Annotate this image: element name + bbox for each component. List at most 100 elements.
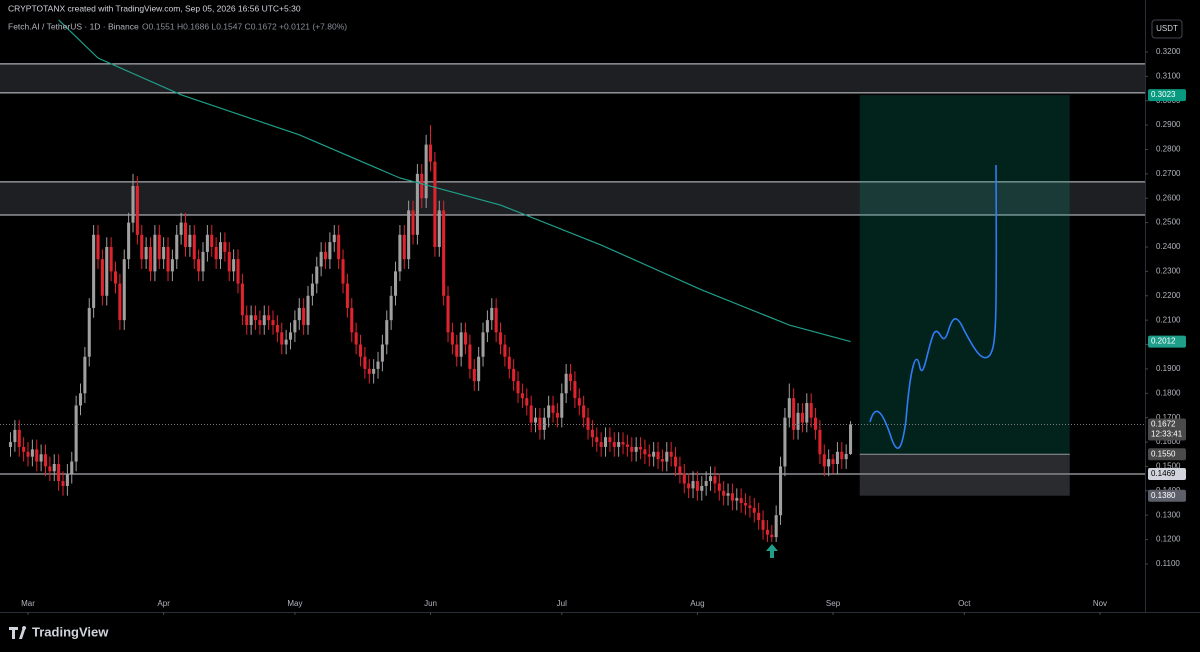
y-tick-label: 0.1300 bbox=[1156, 510, 1181, 519]
candle-body bbox=[481, 332, 485, 357]
price-tag-label: 0.3023 bbox=[1151, 90, 1176, 99]
candle-body bbox=[61, 481, 65, 486]
candle-body bbox=[450, 332, 454, 345]
price-tag bbox=[1148, 89, 1186, 102]
candle-body bbox=[586, 417, 590, 430]
candle-body bbox=[315, 266, 319, 284]
candle-body bbox=[468, 344, 472, 369]
candle-body bbox=[612, 442, 616, 447]
x-tick-label: Nov bbox=[1093, 599, 1107, 608]
candle-body bbox=[463, 332, 468, 345]
y-tick-label: 0.2900 bbox=[1156, 120, 1181, 129]
candle-body bbox=[284, 339, 288, 345]
candle-body bbox=[385, 320, 389, 345]
candle-body bbox=[376, 361, 380, 369]
candle-body bbox=[218, 242, 223, 260]
candle-body bbox=[170, 259, 174, 272]
candle-body bbox=[761, 520, 765, 530]
candle-body bbox=[730, 493, 734, 501]
candle-body bbox=[765, 529, 769, 535]
candle-body bbox=[595, 437, 599, 443]
candle-body bbox=[48, 466, 52, 472]
candle-body bbox=[153, 234, 157, 272]
y-unit: USDT bbox=[1156, 24, 1178, 33]
candle-body bbox=[223, 242, 227, 252]
candle-body bbox=[582, 405, 586, 418]
y-tick-label: 0.2800 bbox=[1156, 145, 1181, 154]
candle-body bbox=[455, 344, 459, 357]
candle-body bbox=[722, 490, 726, 496]
candle-body bbox=[814, 417, 818, 430]
x-tick-label: Mar bbox=[21, 599, 35, 608]
candle-body bbox=[22, 446, 26, 452]
candle-body bbox=[634, 446, 638, 452]
candle-body bbox=[542, 417, 546, 430]
candle-body bbox=[8, 442, 13, 447]
candle-body bbox=[140, 234, 144, 260]
candle-body bbox=[380, 344, 384, 362]
stop-zone bbox=[859, 454, 1070, 496]
candle-body bbox=[258, 320, 262, 326]
price-tag-label: 0.1550 bbox=[1151, 449, 1176, 458]
y-tick-label: 0.1100 bbox=[1156, 559, 1180, 568]
countdown: 12:33:41 bbox=[1151, 430, 1183, 439]
y-tick-label: 0.1800 bbox=[1156, 388, 1181, 397]
candle-body bbox=[682, 473, 686, 484]
y-tick-label: 0.2600 bbox=[1156, 193, 1181, 202]
price-tag-label: 0.1672 bbox=[1151, 420, 1176, 429]
unit-box[interactable] bbox=[1151, 19, 1183, 39]
candle-body bbox=[197, 259, 201, 272]
brand-logo: TradingView bbox=[9, 624, 109, 639]
candle-body bbox=[13, 429, 17, 443]
candle-body bbox=[687, 483, 691, 489]
zone bbox=[0, 63, 1145, 93]
candle-body bbox=[135, 186, 139, 235]
credit: CRYPTOTANX created with TradingView.com,… bbox=[8, 3, 301, 13]
candle-body bbox=[280, 332, 284, 345]
candle-body bbox=[297, 307, 301, 321]
candle-body bbox=[512, 368, 516, 382]
candle-body bbox=[323, 251, 328, 260]
candle-body bbox=[800, 412, 804, 423]
y-tick-label: 0.2500 bbox=[1156, 218, 1181, 227]
candle-body bbox=[52, 463, 56, 472]
y-tick-label: 0.1200 bbox=[1156, 535, 1181, 544]
price-tag bbox=[1148, 467, 1186, 480]
candle-body bbox=[175, 234, 179, 260]
candle-body bbox=[328, 242, 332, 260]
candle-body bbox=[253, 315, 258, 321]
candle-body bbox=[446, 295, 450, 333]
candle-body bbox=[717, 483, 721, 491]
candle-body bbox=[647, 454, 651, 457]
candle-body bbox=[345, 283, 349, 308]
x-tick-label: Apr bbox=[157, 599, 170, 608]
x-tick-label: Sep bbox=[826, 599, 841, 608]
candle-body bbox=[507, 356, 511, 369]
candle-body bbox=[337, 234, 341, 260]
candle-body bbox=[302, 307, 306, 326]
candle-body bbox=[700, 485, 704, 491]
candle-body bbox=[70, 461, 74, 474]
candle-body bbox=[249, 315, 253, 326]
candle-body bbox=[442, 210, 446, 296]
candle-body bbox=[735, 498, 739, 501]
arrow-marker bbox=[766, 544, 778, 558]
y-tick-label: 0.2200 bbox=[1156, 291, 1181, 300]
price-tag bbox=[1148, 418, 1186, 441]
candle-body bbox=[787, 398, 791, 418]
candle-body bbox=[639, 446, 643, 450]
candle-body bbox=[214, 246, 218, 260]
candle-body bbox=[275, 325, 279, 333]
candle-body bbox=[529, 405, 533, 423]
candle-body bbox=[599, 442, 603, 447]
candle-body bbox=[127, 222, 131, 260]
ohlc-readout: O0.1551 H0.1686 L0.1547 C0.1672 +0.0121 … bbox=[142, 21, 347, 31]
candle-body bbox=[678, 466, 682, 474]
candle-body bbox=[17, 429, 21, 447]
candle-body bbox=[748, 505, 752, 508]
y-tick-label: 0.1900 bbox=[1156, 364, 1181, 373]
candle-body bbox=[402, 234, 406, 260]
candle-body bbox=[660, 459, 664, 462]
candle-body bbox=[358, 344, 363, 357]
candle-body bbox=[105, 246, 109, 296]
